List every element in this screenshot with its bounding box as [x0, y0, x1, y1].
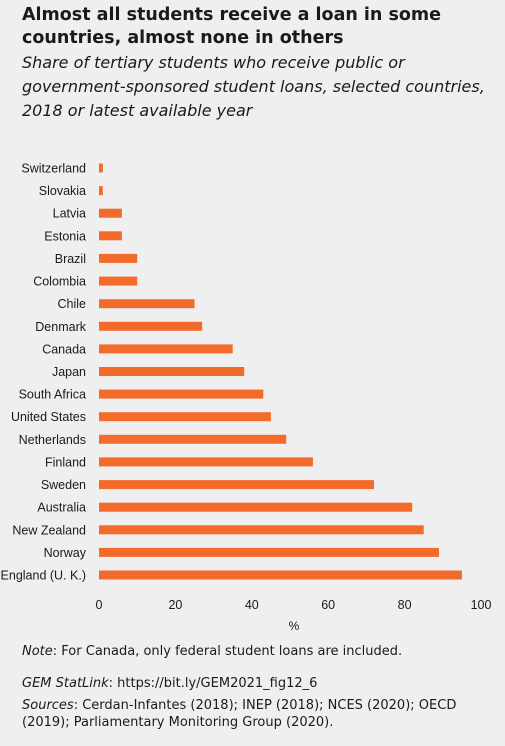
bar-chart: Switzerland Slovakia Latvia Estonia Brazil Co… [1, 162, 492, 634]
bar-colombia [99, 276, 138, 286]
category-label-canada: Canada [42, 342, 86, 356]
bar-finland [99, 457, 313, 467]
bar-netherlands [99, 434, 287, 444]
bar-united-states [99, 412, 271, 422]
bar-denmark [99, 321, 203, 331]
category-label-brazil: Brazil [55, 252, 86, 266]
sources-lead: Sources [22, 698, 74, 713]
sources: Sources: Cerdan-Infantes (2018); INEP (2… [22, 697, 492, 731]
bar-latvia [99, 208, 122, 218]
bar-canada [99, 344, 233, 354]
x-tick-label-100: 100 [471, 598, 492, 612]
note-text: : For Canada, only federal student loans… [52, 644, 403, 659]
category-label-finland: Finland [45, 455, 86, 469]
category-label-switzerland: Switzerland [21, 162, 86, 176]
bar-brazil [99, 253, 138, 263]
bar-australia [99, 502, 413, 512]
category-label-netherlands: Netherlands [19, 433, 86, 447]
category-label-colombia: Colombia [33, 275, 86, 289]
x-tick-label-80: 80 [398, 598, 412, 612]
bar-chile [99, 299, 195, 309]
note: Note: For Canada, only federal student l… [22, 644, 492, 659]
category-label-latvia: Latvia [53, 207, 86, 221]
x-tick-label-40: 40 [245, 598, 259, 612]
category-label-norway: Norway [44, 546, 87, 560]
category-label-japan: Japan [52, 365, 86, 379]
bar-estonia [99, 231, 122, 241]
bar-south-africa [99, 389, 264, 399]
category-label-chile: Chile [58, 297, 87, 311]
bar-new-zealand [99, 525, 424, 535]
x-tick-label-60: 60 [321, 598, 335, 612]
category-label-denmark: Denmark [35, 320, 86, 334]
bar-switzerland [99, 163, 103, 173]
statlink: GEM StatLink: https://bit.ly/GEM2021_fig… [22, 676, 492, 691]
x-tick-label-0: 0 [96, 598, 103, 612]
category-label-australia: Australia [37, 501, 86, 515]
category-label-slovakia: Slovakia [39, 184, 86, 198]
category-label-united-states: United States [11, 410, 86, 424]
bar-japan [99, 367, 245, 376]
bar-england-u-k [99, 570, 462, 580]
sources-text: : Cerdan-Infantes (2018); INEP (2018); N… [22, 698, 457, 730]
bar-slovakia [99, 186, 103, 196]
category-label-england-u-k: England (U. K.) [1, 569, 86, 583]
category-labels-group: Switzerland Slovakia Latvia Estonia Brazil Co… [1, 162, 87, 583]
statlink-lead: GEM StatLink [22, 676, 109, 691]
category-label-new-zealand: New Zealand [12, 523, 86, 537]
note-lead: Note [22, 644, 53, 659]
category-label-sweden: Sweden [41, 478, 86, 492]
bar-norway [99, 547, 439, 557]
chart-subtitle: Share of tertiary students who receive p… [22, 53, 485, 120]
x-tick-label-20: 20 [168, 598, 182, 612]
bars-group [99, 163, 462, 580]
statlink-text: : https://bit.ly/GEM2021_fig12_6 [108, 676, 318, 691]
category-label-south-africa: South Africa [19, 388, 86, 402]
chart-title: Almost all students receive a loan in so… [22, 5, 442, 48]
x-axis-label: % [289, 619, 300, 633]
x-tick-labels-group: 0 20 40 60 80 100 [96, 598, 492, 612]
bar-sweden [99, 480, 374, 490]
category-label-estonia: Estonia [44, 229, 86, 243]
